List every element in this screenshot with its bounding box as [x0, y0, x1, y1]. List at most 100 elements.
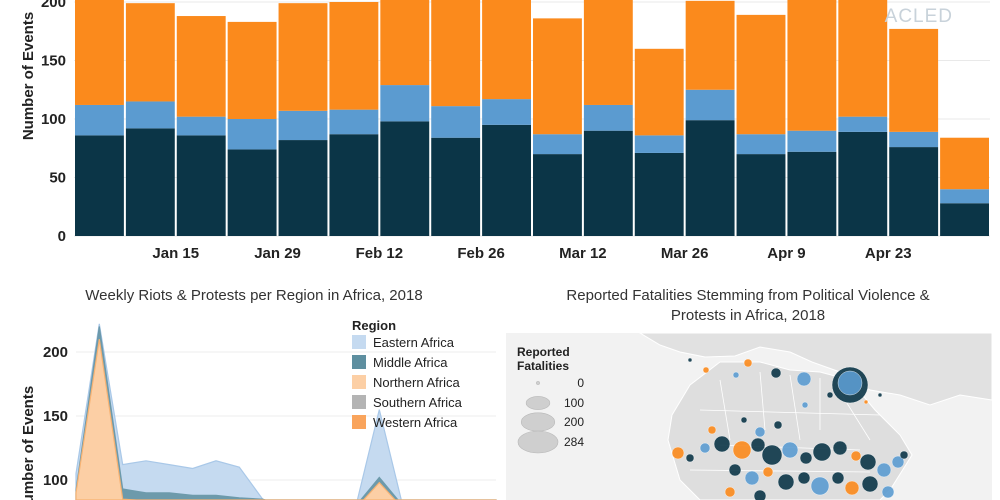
chart1-xtick-label: Feb 12 [356, 245, 404, 262]
chart1-bar-segment [583, 0, 633, 105]
chart1-xtick-label: Jan 29 [254, 245, 301, 262]
chart1-ytick-label: 150 [41, 53, 66, 70]
chart1-bar-segment [634, 152, 684, 236]
chart1-bar-segment [329, 2, 379, 110]
chart1-bar-segment [685, 0, 735, 90]
chart1-bar-segment [278, 140, 328, 236]
chart1-xtick-label: Mar 26 [661, 245, 709, 262]
chart1-ytick-label: 50 [49, 170, 66, 187]
chart1-bar-segment [227, 119, 277, 150]
chart1-bar-segment [889, 147, 939, 236]
fatality-point [799, 451, 813, 465]
fatality-point [832, 440, 848, 456]
fatality-point [702, 366, 710, 374]
fatalities-size-legend: Reported Fatalities 0 100 200 284 [517, 345, 584, 454]
chart1-bar-segment [736, 134, 786, 155]
chart1-bar-segment [329, 109, 379, 135]
chart1-bar-segment [431, 137, 481, 236]
size-legend-title-line1: Reported [517, 345, 570, 359]
fatality-point [671, 446, 685, 460]
legend-swatch [352, 335, 366, 349]
chart1-bar-segment [380, 85, 430, 122]
chart1-bar-segment [787, 0, 837, 131]
fatality-point [781, 441, 799, 459]
legend-label: Western Africa [373, 415, 458, 430]
size-legend-title-line2: Fatalities [517, 359, 569, 373]
chart1-xtick-label: Jan 15 [152, 245, 199, 262]
chart1-bar-segment [227, 21, 277, 119]
fatality-point [801, 401, 809, 409]
legend-swatch [352, 375, 366, 389]
size-legend-label: 100 [564, 396, 584, 410]
chart1-bar-segment [838, 131, 888, 236]
chart1-bar-segment [75, 104, 124, 136]
chart1-bar-segment [482, 124, 531, 236]
fatality-point [707, 425, 717, 435]
chart1-bar-segment [940, 137, 989, 190]
legend-label: Northern Africa [373, 375, 460, 390]
chart1-bar-segment [431, 0, 481, 107]
chart1-bar-segment [634, 135, 684, 153]
size-legend-label: 200 [564, 415, 584, 429]
chart1-bar-segment [278, 110, 328, 141]
chart1-bar-segment [787, 151, 837, 236]
fatality-point [744, 470, 760, 486]
fatality-point [861, 475, 879, 493]
fatality-point [743, 358, 753, 368]
chart1-bar-segment [736, 14, 786, 135]
legend-swatch [352, 395, 366, 409]
chart1-bar-segment [176, 16, 226, 117]
fatality-point [750, 437, 766, 453]
chart2-title: Weekly Riots & Protests per Region in Af… [85, 287, 422, 304]
chart2-ytick-label: 100 [43, 472, 68, 489]
chart1-bar-segment [125, 128, 175, 236]
chart1-ytick-label: 100 [41, 111, 66, 128]
map-europe [638, 332, 993, 406]
weekly-events-bar-chart: 0 50 100 150 200 Jan 15 Jan 29 Feb 12 Feb 26 Mar… [20, 0, 990, 262]
chart1-ylabel: Number of Events [20, 12, 37, 140]
size-legend-symbol [536, 381, 540, 385]
chart1-bar-segment [380, 121, 430, 236]
fatality-point [876, 462, 892, 478]
map-border [719, 379, 731, 441]
chart3-title-line2: Protests in Africa, 2018 [671, 307, 825, 324]
legend-title: Region [352, 318, 396, 333]
chart3-title-line1: Reported Fatalities Stemming from Politi… [566, 287, 929, 304]
chart1-bar-segment [889, 28, 939, 132]
chart1-bar-segment [533, 154, 582, 236]
fatality-point [863, 399, 869, 405]
chart1-bar-segment [482, 0, 531, 100]
fatality-point [844, 480, 860, 496]
size-legend-symbol [517, 430, 559, 454]
map-border [789, 374, 801, 441]
region-legend: Region Eastern Africa Middle Africa Northe… [352, 318, 463, 430]
fatality-point [732, 440, 752, 460]
chart1-bar-segment [125, 3, 175, 102]
chart1-xtick-label: Feb 26 [457, 245, 505, 262]
chart1-bar-segment [75, 135, 124, 236]
fatality-point [899, 450, 909, 460]
size-legend-symbol [520, 412, 556, 432]
fatality-point [891, 455, 905, 469]
chart1-ytick-label: 200 [41, 0, 66, 11]
chart1-xtick-label: Mar 12 [559, 245, 607, 262]
legend-swatch [352, 355, 366, 369]
fatality-point [812, 442, 832, 462]
legend-label: Middle Africa [373, 355, 448, 370]
fatality-point [728, 463, 742, 477]
chart1-bar-segment [482, 99, 531, 125]
fatality-point [687, 357, 693, 363]
fatality-point [810, 476, 830, 496]
chart1-bar-segment [431, 106, 481, 138]
fatality-point [773, 420, 783, 430]
fatality-point [754, 426, 766, 438]
chart1-xtick-label: Apr 23 [865, 245, 912, 262]
chart1-bar-segment [125, 101, 175, 129]
map-border [759, 371, 766, 431]
size-legend-label: 284 [564, 435, 584, 449]
legend-label: Southern Africa [373, 395, 463, 410]
chart1-xtick-label: Apr 9 [767, 245, 805, 262]
fatality-point [837, 370, 863, 396]
